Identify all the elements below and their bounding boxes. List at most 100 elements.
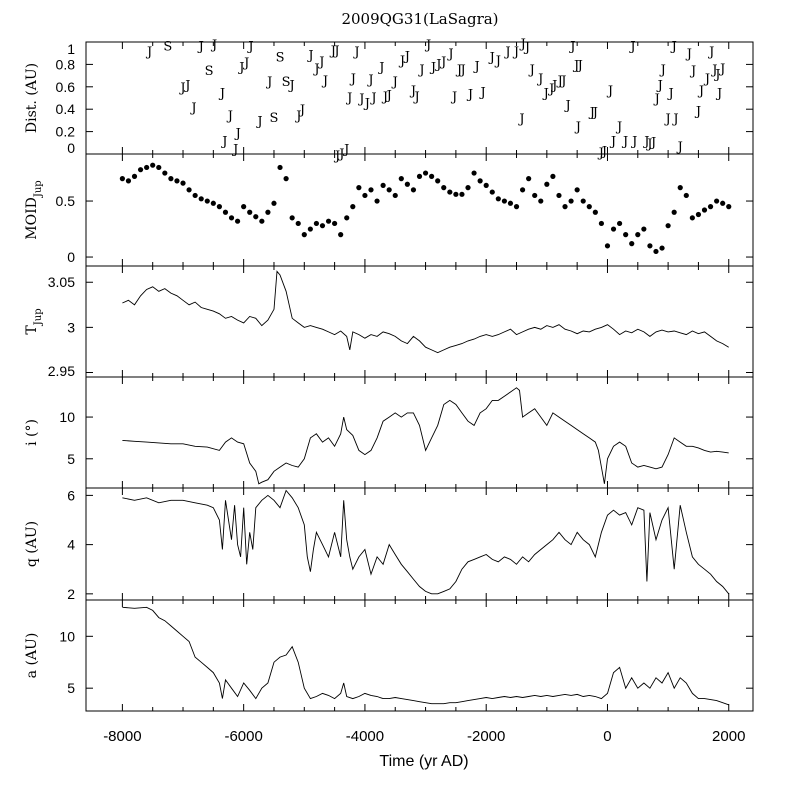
data-point	[319, 223, 326, 229]
data-point	[677, 185, 683, 191]
data-point	[574, 187, 580, 193]
y-axis-label: TJup	[24, 308, 44, 334]
data-point	[453, 191, 459, 197]
data-point-jupiter: J	[568, 39, 575, 54]
data-point-jupiter: J	[409, 84, 416, 99]
data-point-jupiter: J	[542, 86, 549, 101]
series-line	[122, 270, 729, 354]
data-point	[586, 204, 592, 210]
data-point-jupiter: J	[385, 89, 392, 104]
data-point-jupiter: J	[718, 62, 725, 77]
data-point-jupiter: J	[234, 127, 241, 142]
data-point	[131, 173, 138, 179]
data-point	[598, 220, 605, 227]
data-point	[519, 187, 526, 193]
panel-frame	[85, 599, 754, 712]
data-point	[368, 187, 374, 193]
y-tick-label: 0	[67, 140, 75, 156]
data-point	[125, 178, 132, 184]
data-point-jupiter: J	[710, 63, 717, 78]
series-line	[122, 606, 729, 706]
data-point	[647, 243, 653, 249]
x-axis-label: Time (yr AD)	[379, 753, 468, 770]
y-axis-label: Dist. (AU)	[24, 63, 40, 133]
y-tick-label: 0.8	[56, 56, 76, 72]
data-point	[362, 192, 368, 199]
data-point-jupiter: J	[536, 72, 543, 87]
data-point	[459, 191, 465, 197]
panel-frame	[85, 376, 754, 489]
data-point-jupiter: J	[246, 39, 253, 54]
panel-q: 2 4 6 q (AU)	[24, 487, 754, 602]
data-point-jupiter: J	[218, 86, 225, 101]
data-point-jupiter: J	[667, 86, 674, 101]
data-point	[477, 178, 483, 184]
x-tick-label: -6000	[224, 728, 262, 745]
data-point-jupiter: J	[649, 136, 656, 151]
data-point	[241, 204, 247, 210]
data-point-jupiter: J	[455, 63, 462, 78]
data-point-jupiter: J	[628, 39, 635, 54]
data-point-saturn: S	[282, 75, 291, 90]
data-point	[156, 164, 162, 171]
data-point-jupiter: J	[519, 37, 526, 52]
data-point-jupiter: J	[357, 92, 364, 107]
panel-frame	[85, 153, 754, 267]
data-point-saturn: S	[205, 64, 214, 79]
data-point-jupiter: J	[381, 90, 388, 105]
data-point-jupiter: J	[572, 58, 579, 73]
data-point	[592, 209, 598, 215]
data-point-jupiter: J	[671, 112, 678, 127]
data-point-jupiter: J	[329, 44, 336, 59]
data-point-jupiter: J	[715, 86, 722, 101]
data-point-jupiter: J	[398, 54, 405, 69]
data-point-jupiter: J	[621, 135, 628, 150]
data-point-saturn: S	[270, 111, 279, 126]
data-point-jupiter: J	[466, 88, 473, 103]
data-point-jupiter: J	[550, 79, 557, 94]
data-point	[216, 204, 222, 210]
data-point	[271, 200, 277, 206]
data-point	[313, 220, 320, 227]
data-point-jupiter: J	[472, 60, 479, 75]
data-point-jupiter: J	[197, 39, 204, 54]
panel-frame	[85, 487, 754, 601]
data-point	[610, 226, 617, 232]
data-point-jupiter: J	[576, 58, 583, 73]
data-point	[350, 204, 356, 210]
data-point	[398, 176, 404, 182]
y-axis-label-subscript: Jup	[33, 308, 44, 326]
data-point-jupiter: J	[479, 85, 486, 100]
data-point-jupiter: J	[615, 120, 622, 135]
data-point	[683, 192, 689, 199]
data-point-jupiter: J	[523, 40, 530, 55]
y-tick-label: 10	[59, 628, 75, 644]
data-point-jupiter: J	[333, 149, 340, 164]
panel-frame	[85, 265, 754, 378]
data-point-jupiter: J	[707, 45, 714, 60]
data-point-jupiter: J	[642, 135, 649, 150]
data-point-jupiter: J	[403, 49, 410, 64]
y-tick-label: 3.05	[48, 274, 75, 290]
data-point	[550, 173, 556, 179]
data-point	[726, 204, 732, 210]
data-point	[332, 220, 338, 227]
y-tick-label: 5	[67, 680, 75, 696]
y-axis-label: a (AU)	[24, 633, 40, 679]
data-point-jupiter: J	[265, 75, 272, 90]
y-axis-label: q (AU)	[24, 521, 40, 567]
data-point	[374, 198, 380, 204]
data-point	[277, 164, 283, 171]
x-tick-label: -8000	[103, 728, 141, 745]
data-point-jupiter: J	[363, 96, 370, 111]
data-point	[386, 187, 392, 193]
data-point-jupiter: J	[653, 92, 660, 107]
y-tick-label: 1	[67, 41, 75, 57]
x-tick-label: -4000	[346, 728, 384, 745]
y-tick-label: 0.4	[56, 101, 76, 117]
data-point	[356, 185, 362, 191]
data-point-jupiter: J	[231, 142, 238, 157]
